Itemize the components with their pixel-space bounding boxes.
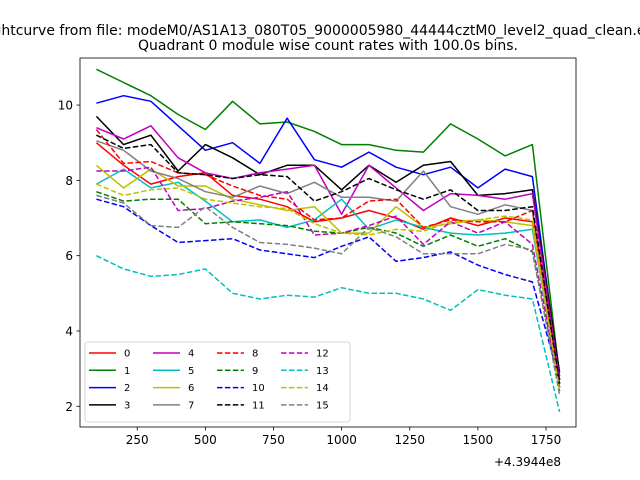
legend-item-14: 14 bbox=[281, 383, 329, 394]
legend-item-5: 5 bbox=[153, 366, 194, 377]
x-tick-label-1500: 1500 bbox=[463, 433, 494, 447]
x-tick-label-250: 250 bbox=[126, 433, 149, 447]
legend-item-1: 1 bbox=[89, 366, 130, 377]
legend-label-14: 14 bbox=[316, 383, 329, 394]
x-tick-label-1750: 1750 bbox=[531, 433, 562, 447]
series-line-7 bbox=[96, 140, 561, 388]
legend-item-15: 15 bbox=[281, 400, 329, 411]
legend-item-12: 12 bbox=[281, 349, 329, 360]
plot-area bbox=[95, 68, 561, 413]
legend-item-7: 7 bbox=[153, 400, 194, 411]
series-line-12 bbox=[96, 166, 561, 388]
series-line-14 bbox=[96, 183, 561, 392]
legend-item-13: 13 bbox=[281, 366, 329, 377]
series-line-3 bbox=[95, 115, 561, 373]
y-tick-label-8: 8 bbox=[65, 174, 73, 188]
legend-item-3: 3 bbox=[89, 400, 130, 411]
legend-item-6: 6 bbox=[153, 383, 194, 394]
series-line-2 bbox=[96, 94, 561, 380]
x-tick-label-750: 750 bbox=[262, 433, 285, 447]
legend-item-4: 4 bbox=[153, 349, 194, 360]
legend-label-1: 1 bbox=[124, 366, 130, 377]
legend-item-11: 11 bbox=[217, 400, 265, 411]
series-line-11 bbox=[96, 134, 561, 384]
legend-label-3: 3 bbox=[124, 400, 130, 411]
legend-label-8: 8 bbox=[252, 349, 258, 360]
legend-label-10: 10 bbox=[252, 383, 265, 394]
series-line-15 bbox=[96, 194, 561, 396]
y-tick-label-2: 2 bbox=[65, 400, 73, 414]
legend-label-2: 2 bbox=[124, 383, 130, 394]
series-line-6 bbox=[95, 164, 561, 388]
figure-suptitle: Lightcurve from file: modeM0/AS1A13_080T… bbox=[0, 23, 640, 39]
legend-label-7: 7 bbox=[188, 400, 194, 411]
legend-item-0: 0 bbox=[89, 349, 130, 360]
chart-title: Quadrant 0 module wise count rates with … bbox=[138, 38, 518, 54]
y-tick-label-4: 4 bbox=[65, 324, 73, 338]
x-tick-label-500: 500 bbox=[194, 433, 217, 447]
axes-frame bbox=[79, 57, 577, 428]
series-line-8 bbox=[95, 129, 561, 384]
legend-label-13: 13 bbox=[316, 366, 329, 377]
legend-label-6: 6 bbox=[188, 383, 194, 394]
legend-item-8: 8 bbox=[217, 349, 258, 360]
y-tick-label-6: 6 bbox=[65, 249, 73, 263]
legend-box bbox=[84, 341, 351, 423]
legend-item-9: 9 bbox=[217, 366, 258, 377]
legend-label-9: 9 bbox=[252, 366, 258, 377]
x-tick-label-1250: 1250 bbox=[394, 433, 425, 447]
legend-label-11: 11 bbox=[252, 400, 265, 411]
legend-label-15: 15 bbox=[316, 400, 329, 411]
y-tick-label-10: 10 bbox=[58, 99, 73, 113]
legend-label-4: 4 bbox=[188, 349, 194, 360]
series-line-1 bbox=[96, 68, 561, 377]
series-line-10 bbox=[96, 198, 561, 381]
x-axis-offset-label: +4.3944e8 bbox=[494, 455, 561, 469]
legend-item-10: 10 bbox=[217, 383, 265, 394]
x-tick-label-1000: 1000 bbox=[326, 433, 357, 447]
legend-label-12: 12 bbox=[316, 349, 329, 360]
legend-item-2: 2 bbox=[89, 383, 130, 394]
legend-label-0: 0 bbox=[124, 349, 130, 360]
legend-label-5: 5 bbox=[188, 366, 194, 377]
series-line-13 bbox=[96, 255, 561, 413]
series-line-9 bbox=[96, 190, 561, 392]
